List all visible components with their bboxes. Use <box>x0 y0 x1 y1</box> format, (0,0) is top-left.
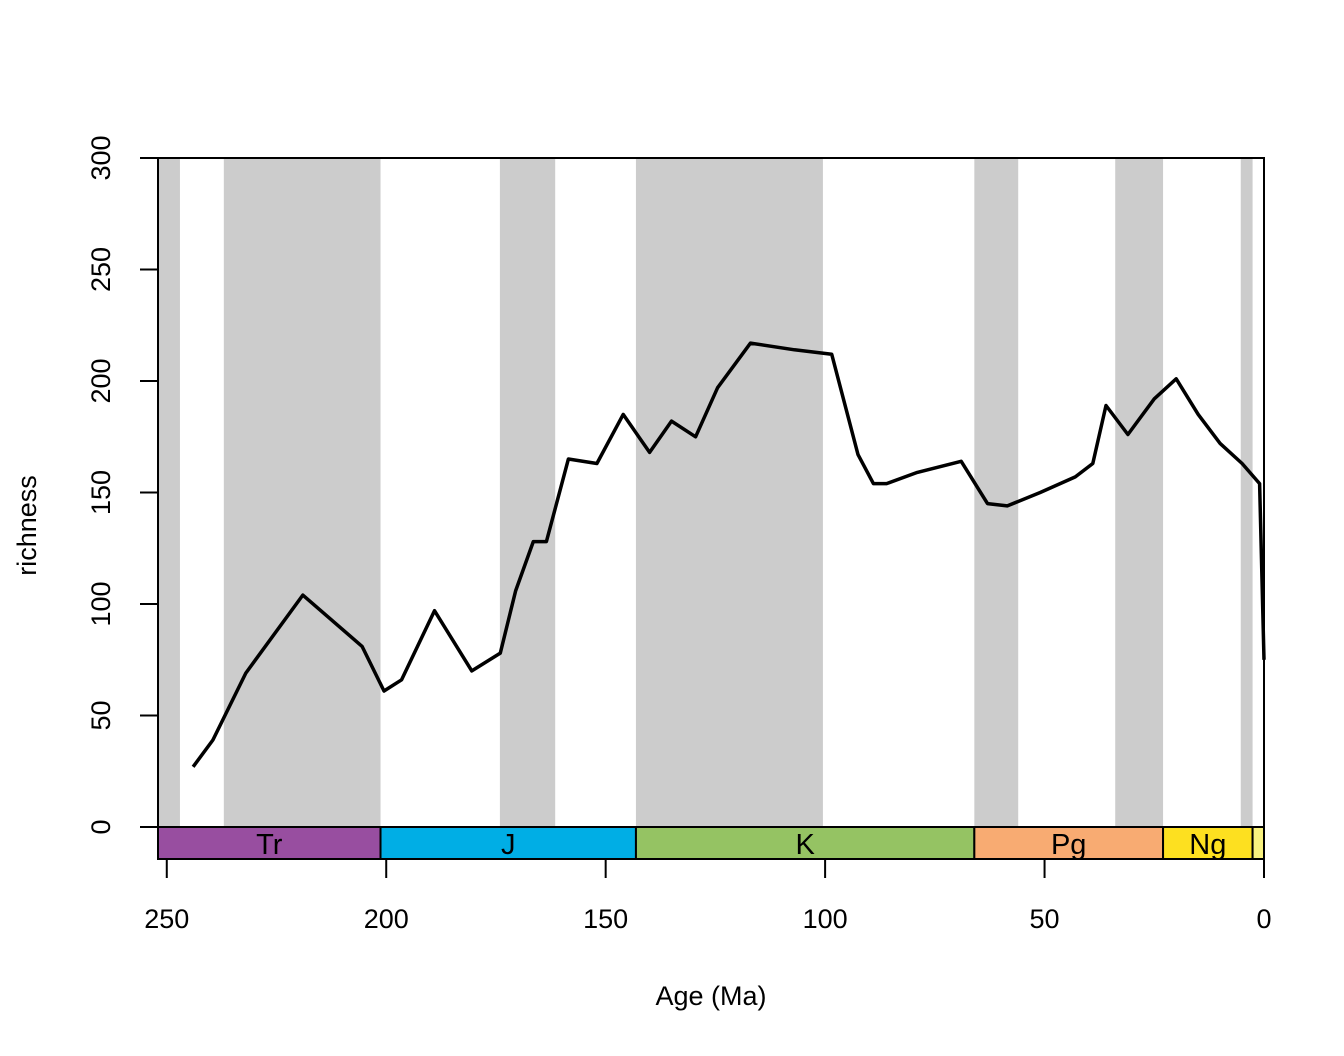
x-axis: 250 200 150 100 50 0 <box>144 858 1272 934</box>
shaded-bands <box>158 158 1253 827</box>
period-box <box>157 826 382 860</box>
y-tick-label: 200 <box>86 358 116 403</box>
series-lines <box>191 341 1266 768</box>
period-box <box>1251 826 1265 860</box>
shaded-band <box>635 158 823 827</box>
y-axis-label: richness <box>12 475 42 576</box>
x-tick-label: 0 <box>1256 904 1271 934</box>
y-tick-label: 100 <box>86 581 116 626</box>
period-label: K <box>795 829 815 861</box>
period-label: Pg <box>1051 829 1086 861</box>
shaded-band <box>1115 158 1164 827</box>
shaded-band <box>1240 158 1253 827</box>
x-tick-label: 100 <box>803 904 848 934</box>
x-tick-label: 150 <box>583 904 628 934</box>
x-tick-label: 50 <box>1030 904 1060 934</box>
period-bar: Tr J K Pg Ng <box>157 826 1265 861</box>
period-label: Ng <box>1189 829 1226 861</box>
shaded-band <box>158 158 180 827</box>
shaded-band <box>223 158 381 827</box>
y-axis: 0 50 100 150 200 250 300 <box>86 135 159 835</box>
shaded-band <box>499 158 556 827</box>
y-tick-label: 150 <box>86 470 116 515</box>
x-tick-label: 250 <box>144 904 189 934</box>
y-tick-label: 300 <box>86 135 116 180</box>
period-label: J <box>501 829 516 861</box>
y-tick-label: 50 <box>86 700 116 730</box>
x-tick-label: 200 <box>364 904 409 934</box>
period-box <box>634 826 976 860</box>
series-line <box>191 341 1266 768</box>
y-tick-label: 250 <box>86 247 116 292</box>
period-box <box>379 826 637 860</box>
x-axis-label: Age (Ma) <box>655 981 766 1011</box>
period-label: Tr <box>256 829 283 861</box>
y-tick-label: 0 <box>86 819 116 834</box>
